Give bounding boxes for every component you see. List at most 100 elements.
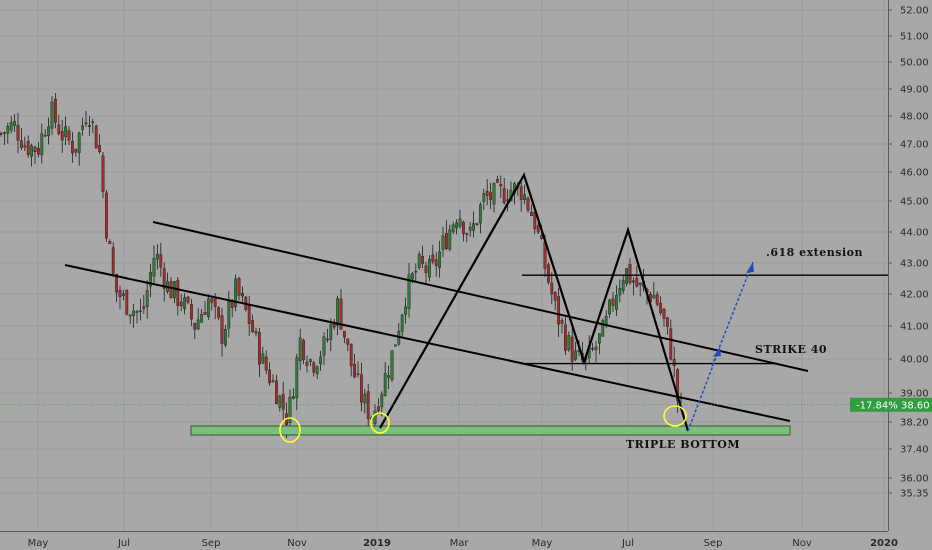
candle-down xyxy=(312,362,316,373)
candle-up xyxy=(128,314,132,317)
candle-down xyxy=(220,315,224,344)
candle-up xyxy=(47,126,51,137)
y-tick-label: 49.00 xyxy=(900,85,929,96)
y-tick-label: 36.00 xyxy=(900,474,929,485)
candle-down xyxy=(462,221,465,234)
candle-up xyxy=(135,311,139,313)
y-tick-label: 52.00 xyxy=(900,6,929,17)
candle-down xyxy=(632,280,635,283)
candle-up xyxy=(407,274,411,309)
y-tick-label: 44.00 xyxy=(900,228,929,239)
candle-up xyxy=(9,122,13,131)
candle-down xyxy=(659,302,663,314)
candle-up xyxy=(638,282,642,285)
candle-down xyxy=(672,359,676,366)
candle-up xyxy=(315,366,319,374)
candle-up xyxy=(380,394,384,408)
candle-up xyxy=(278,395,282,408)
candle-up xyxy=(64,126,68,138)
candle-down xyxy=(275,380,278,405)
candle-up xyxy=(652,294,656,299)
candle-down xyxy=(54,98,57,123)
candle-down xyxy=(203,312,207,315)
candle-down xyxy=(247,305,251,324)
candle-up xyxy=(91,121,95,124)
zigzag-pattern xyxy=(379,172,690,432)
candle-up xyxy=(6,126,10,134)
candle-down xyxy=(421,256,424,264)
last-price-label: 38.60 xyxy=(901,400,930,411)
candle-down xyxy=(0,133,3,135)
price-axis-strip xyxy=(889,0,932,550)
candle-down xyxy=(536,225,540,233)
y-tick-label: 39.00 xyxy=(900,389,929,400)
candle-down xyxy=(496,178,499,183)
candle-up xyxy=(492,183,496,205)
extension-label: .618 extension xyxy=(766,246,863,259)
candle-down xyxy=(237,278,241,296)
candle-up xyxy=(601,319,605,337)
candle-down xyxy=(332,324,336,328)
candle-down xyxy=(251,320,254,333)
candle-down xyxy=(268,369,271,384)
candle-up xyxy=(400,314,404,332)
candle-up xyxy=(604,316,608,325)
candle-down xyxy=(302,339,305,361)
candle-up xyxy=(455,222,458,229)
candle-down xyxy=(193,323,197,330)
candle-down xyxy=(264,356,268,371)
candle-up xyxy=(451,224,455,233)
candle-down xyxy=(111,247,115,274)
candle-down xyxy=(431,254,435,262)
candle-down xyxy=(179,301,183,307)
candle-down xyxy=(142,306,146,309)
candle-up xyxy=(625,268,629,284)
candle-up xyxy=(598,333,601,344)
candle-up xyxy=(152,257,156,277)
candle-up xyxy=(608,299,612,315)
y-tick-label: 48.00 xyxy=(900,112,929,123)
candle-down xyxy=(628,264,632,283)
candle-down xyxy=(339,298,343,330)
candle-down xyxy=(635,277,639,287)
y-tick-label: 35.35 xyxy=(900,489,929,500)
support-zone xyxy=(190,425,791,436)
drawings-layer: .618 extension STRIKE 40 TRIPLE BOTTOM xyxy=(64,172,922,451)
candle-down xyxy=(485,191,489,196)
candle-down xyxy=(611,298,615,306)
candle-down xyxy=(169,281,173,299)
x-tick-label: Mar xyxy=(450,538,470,549)
candle-up xyxy=(373,410,377,424)
bottom-marker-circle xyxy=(370,412,390,434)
candle-up xyxy=(132,310,135,317)
candle-up xyxy=(404,306,407,315)
candle-up xyxy=(23,145,27,148)
candle-down xyxy=(70,140,74,154)
candle-up xyxy=(295,357,299,398)
candle-up xyxy=(417,254,421,268)
candle-up xyxy=(448,229,452,250)
candle-up xyxy=(438,251,441,268)
candle-up xyxy=(223,329,227,346)
candle-up xyxy=(50,101,54,129)
candle-down xyxy=(104,192,108,239)
candle-up xyxy=(523,194,527,200)
candle-down xyxy=(465,233,469,235)
candle-down xyxy=(530,211,533,217)
candle-down xyxy=(125,290,129,315)
candle-down xyxy=(74,148,78,153)
candle-up xyxy=(387,375,390,378)
candle-up xyxy=(468,227,472,231)
candle-down xyxy=(346,338,350,345)
x-tick-label: Jul xyxy=(621,538,634,549)
last-price-badge xyxy=(850,397,932,412)
candle-down xyxy=(377,406,380,412)
candle-down xyxy=(591,348,595,350)
y-tick-label: 50.00 xyxy=(900,58,929,69)
candle-down xyxy=(98,145,102,153)
strike-label: STRIKE 40 xyxy=(755,343,827,356)
triple-bottom-label: TRIPLE BOTTOM xyxy=(626,438,740,451)
x-tick-label: May xyxy=(28,538,49,549)
y-tick-label: 51.00 xyxy=(900,32,929,43)
candle-down xyxy=(101,155,105,192)
